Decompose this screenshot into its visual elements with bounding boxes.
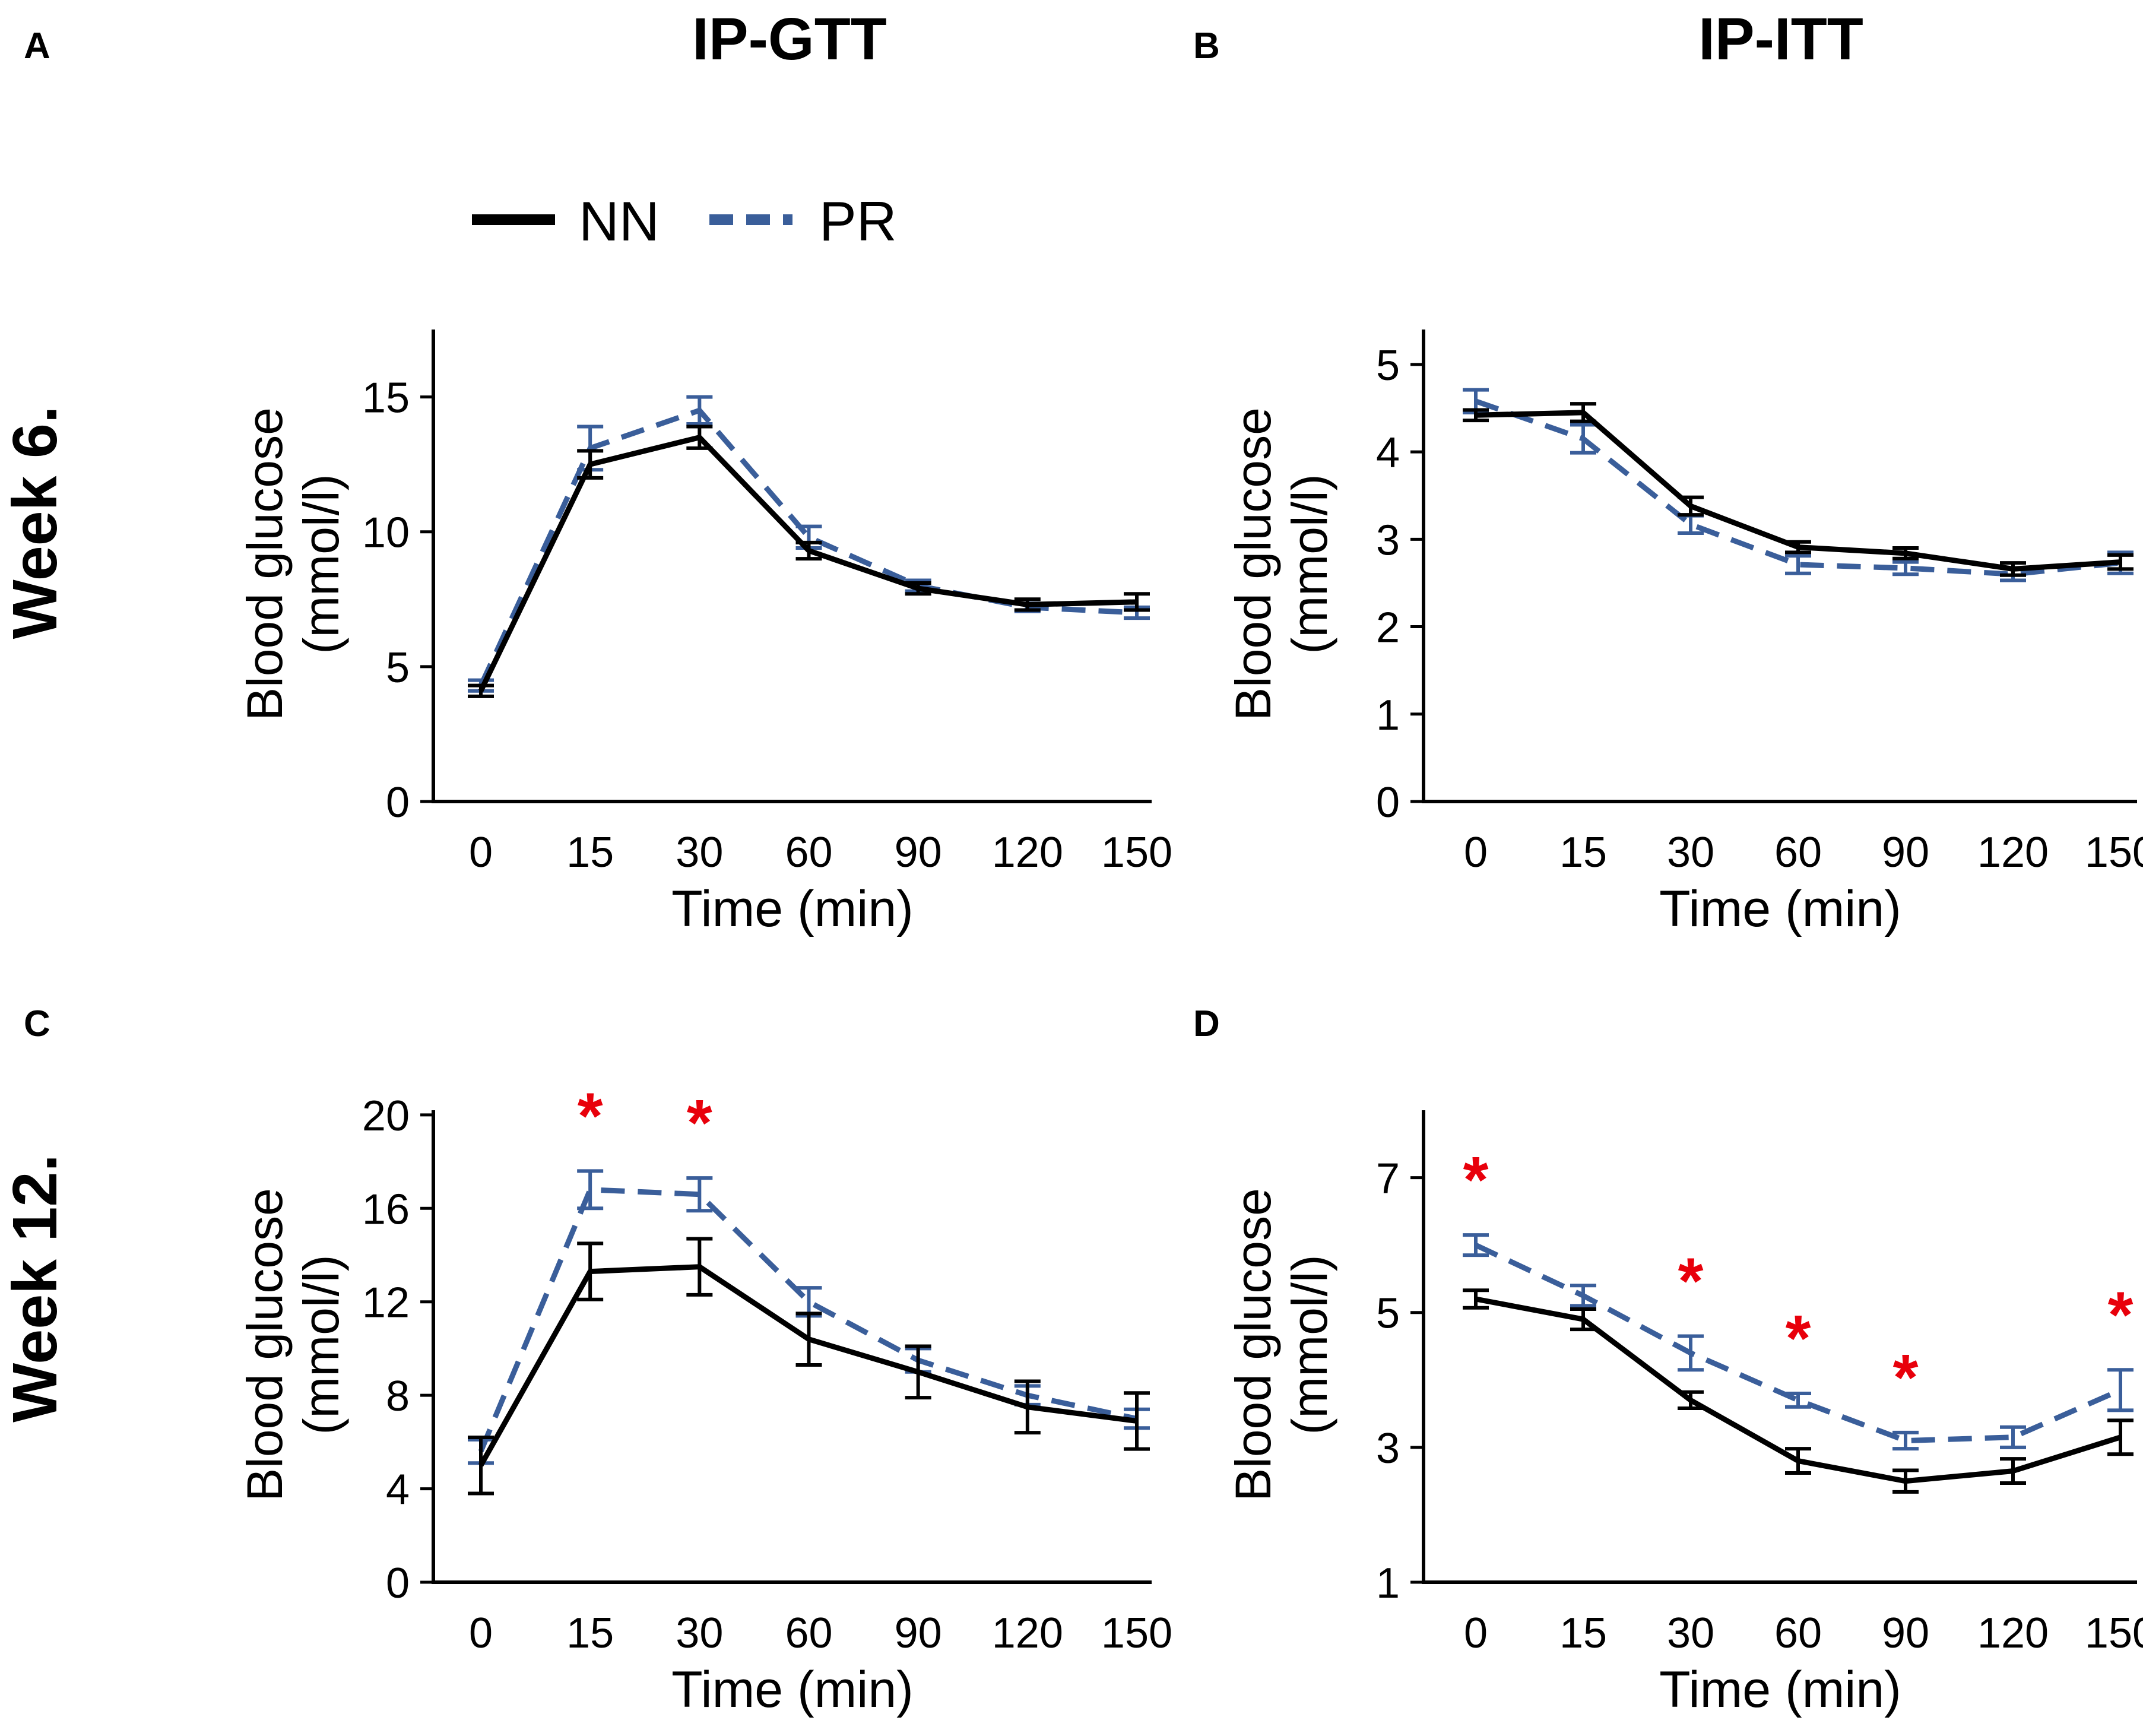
y-tick-label: 3	[1376, 517, 1400, 564]
x-tick-label: 150	[2085, 829, 2143, 876]
column-title-gtt: IP-GTT	[692, 6, 887, 72]
y-tick-label: 20	[362, 1092, 410, 1140]
y-tick-label: 4	[1376, 429, 1400, 477]
series-nn	[1463, 1288, 2134, 1494]
y-tick-label: 5	[1376, 342, 1400, 389]
significance-asterisk: *	[687, 1086, 712, 1160]
series-nn	[468, 425, 1150, 698]
significance-asterisk: *	[1678, 1244, 1704, 1317]
y-axis-label: Blood glucose	[1225, 407, 1281, 721]
y-tick-label: 0	[1376, 779, 1400, 826]
x-axis-label: Time (min)	[671, 1661, 914, 1718]
y-axis-unit-label: (mmol/l)	[293, 1255, 349, 1434]
y-tick-label: 1	[1376, 1560, 1400, 1607]
x-tick-label: 0	[469, 829, 493, 876]
x-tick-label: 120	[1977, 1610, 2049, 1657]
series-pr	[1463, 1233, 2134, 1451]
x-tick-label: 15	[566, 829, 614, 876]
x-tick-label: 15	[566, 1610, 614, 1657]
series-nn	[468, 1237, 1150, 1496]
y-axis-label: Blood glucose	[1225, 1188, 1281, 1501]
x-tick-label: 90	[1882, 1610, 1929, 1657]
significance-asterisk: *	[1463, 1143, 1489, 1217]
y-axis-unit-label: (mmol/l)	[1282, 474, 1337, 654]
significance-asterisk: *	[1786, 1302, 1811, 1375]
series-pr	[1463, 388, 2134, 582]
x-tick-label: 150	[2085, 1610, 2143, 1657]
y-tick-label: 5	[1376, 1290, 1400, 1338]
x-tick-label: 60	[1774, 1610, 1822, 1657]
x-tick-label: 120	[992, 829, 1063, 876]
panel-letter: C	[24, 1003, 50, 1044]
column-title-itt: IP-ITT	[1698, 6, 1863, 72]
row-label-week12: Week 12.	[0, 1154, 70, 1423]
x-tick-label: 15	[1559, 1610, 1607, 1657]
chart-panel-d: D 1 3 5 7 0 15 30 60 90 120 150 Time (min) Blood gluc…	[1193, 1003, 2143, 1718]
y-tick-label: 1	[1376, 692, 1400, 739]
x-tick-label: 90	[895, 1610, 942, 1657]
x-tick-label: 15	[1559, 829, 1607, 876]
y-tick-label: 0	[386, 1560, 410, 1607]
x-tick-label: 60	[1774, 829, 1822, 876]
chart-panel-c: C 0 4 8 12 16 20 0 15 30 60 90 120 150 Time (min) Blood…	[24, 1003, 1172, 1718]
x-tick-label: 0	[1464, 1610, 1488, 1657]
y-tick-label: 10	[362, 509, 410, 557]
legend: NN PR	[472, 190, 897, 252]
x-tick-label: 90	[895, 829, 942, 876]
y-tick-label: 5	[386, 644, 410, 692]
x-tick-label: 0	[1464, 829, 1488, 876]
y-tick-label: 16	[362, 1186, 410, 1233]
significance-asterisk: *	[1893, 1341, 1919, 1414]
x-tick-label: 60	[785, 829, 832, 876]
x-tick-label: 30	[676, 829, 723, 876]
x-axis-label: Time (min)	[1659, 880, 1901, 937]
x-tick-label: 120	[992, 1610, 1063, 1657]
y-tick-label: 7	[1376, 1155, 1400, 1203]
x-tick-label: 60	[785, 1610, 832, 1657]
legend-label-pr: PR	[819, 190, 897, 252]
x-tick-label: 150	[1101, 829, 1172, 876]
y-tick-label: 2	[1376, 604, 1400, 652]
x-tick-label: 90	[1882, 829, 1929, 876]
x-tick-label: 0	[469, 1610, 493, 1657]
y-axis-unit-label: (mmol/l)	[293, 474, 349, 654]
y-tick-label: 8	[386, 1373, 410, 1420]
row-label-week6: Week 6.	[0, 406, 70, 639]
series-nn	[1463, 402, 2134, 577]
panel-letter: B	[1193, 26, 1220, 66]
y-axis-unit-label: (mmol/l)	[1282, 1255, 1337, 1434]
x-tick-label: 30	[676, 1610, 723, 1657]
x-tick-label: 30	[1667, 829, 1714, 876]
legend-label-nn: NN	[579, 190, 660, 252]
x-tick-label: 150	[1101, 1610, 1172, 1657]
y-tick-label: 0	[386, 779, 410, 826]
chart-panel-b: B 0 1 2 3 4 5 0 15 30 60 90 120 150 Time (min) Blood gl…	[1193, 26, 2143, 937]
significance-asterisk: *	[578, 1079, 603, 1152]
panel-letter: D	[1193, 1003, 1220, 1044]
y-tick-label: 3	[1376, 1425, 1400, 1472]
y-tick-label: 15	[362, 375, 410, 422]
y-axis-label: Blood glucose	[237, 407, 293, 721]
significance-asterisk: *	[2108, 1278, 2134, 1351]
y-tick-label: 12	[362, 1279, 410, 1327]
panel-letter: A	[24, 26, 50, 66]
y-tick-label: 4	[386, 1466, 410, 1514]
x-axis-label: Time (min)	[1659, 1661, 1901, 1718]
y-axis-label: Blood glucose	[237, 1188, 293, 1501]
x-axis-label: Time (min)	[671, 880, 914, 937]
x-tick-label: 30	[1667, 1610, 1714, 1657]
x-tick-label: 120	[1977, 829, 2049, 876]
